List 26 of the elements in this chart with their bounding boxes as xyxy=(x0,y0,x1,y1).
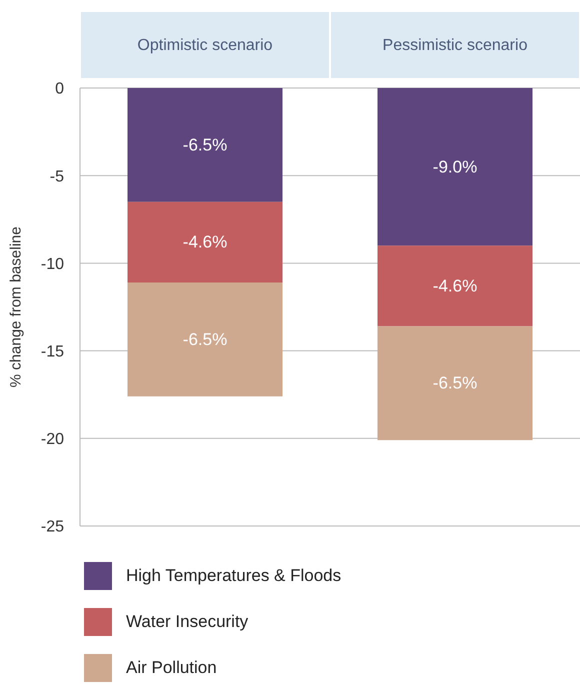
data-label: -4.6% xyxy=(432,276,478,296)
data-label: -6.5% xyxy=(182,330,228,349)
header-box: Pessimistic scenario xyxy=(331,12,579,78)
bar xyxy=(378,326,532,440)
data-label: -4.6% xyxy=(182,232,228,252)
data-label: -6.5% xyxy=(182,135,228,154)
x-tick-label: Optimistic scenario xyxy=(137,37,273,54)
y-tick-label: -5 xyxy=(50,168,64,186)
x-tick-label: Pessimistic scenario xyxy=(382,37,528,54)
y-tick-label: -25 xyxy=(40,518,64,536)
legend-label: Water Insecurity xyxy=(126,612,248,632)
header-box: Optimistic scenario xyxy=(81,12,329,78)
legend-label: High Temperatures & Floods xyxy=(126,566,342,586)
bar xyxy=(378,246,532,326)
bar xyxy=(378,88,532,246)
data-label: -9.0% xyxy=(432,157,478,176)
legend-label: Air Pollution xyxy=(126,658,217,678)
y-axis-title: % change from baseline xyxy=(7,226,24,388)
y-tick-label: -15 xyxy=(40,343,64,360)
y-tick-label: 0 xyxy=(55,80,64,98)
bar xyxy=(128,282,282,396)
y-tick-label: -10 xyxy=(40,256,64,273)
bar xyxy=(128,202,282,282)
y-tick-label: -20 xyxy=(40,431,64,448)
bar xyxy=(128,88,282,202)
data-label: -6.5% xyxy=(432,374,478,393)
